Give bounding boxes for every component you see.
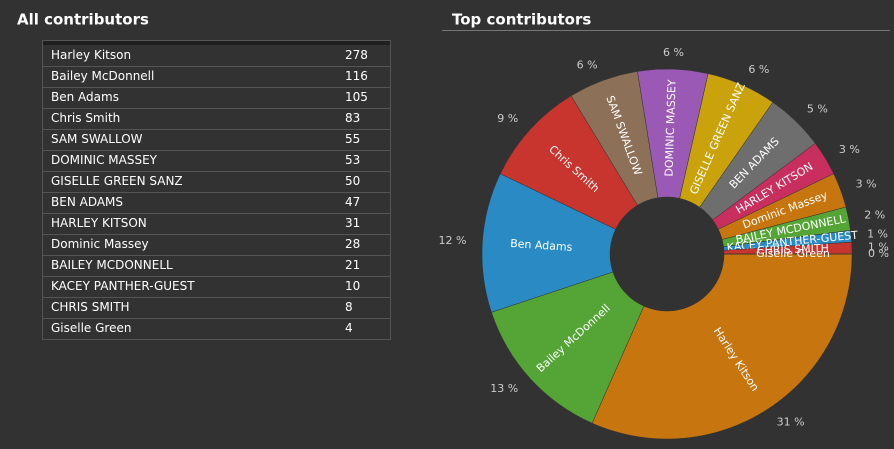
percent-label: 6 % [663,46,684,59]
cell-count: 28 [345,237,360,251]
cell-count: 53 [345,153,360,167]
percent-label: 13 % [490,382,518,395]
cell-count: 83 [345,111,360,125]
cell-count: 47 [345,195,360,209]
cell-name: DOMINIC MASSEY [51,153,158,167]
percent-label: 1 % [867,228,888,241]
percent-label: 6 % [577,58,598,71]
percent-label: 3 % [856,178,877,191]
cell-name: Harley Kitson [51,48,131,62]
cell-name: CHRIS SMITH [51,300,130,314]
cell-name: GISELLE GREEN SANZ [51,174,183,188]
slice [481,173,616,313]
cell-count: 55 [345,132,360,146]
cell-count: 105 [345,90,368,104]
slice-label: DOMINIC MASSEY [662,79,678,177]
table-border [42,40,391,340]
percent-label: 9 % [497,112,518,125]
percent-label: 31 % [777,415,805,428]
slice-label: Ben Adams [510,237,573,254]
cell-count: 21 [345,258,360,272]
slice [591,253,853,440]
cell-count: 10 [345,279,360,293]
table: Harley Kitson 278 Bailey McDonnell 116 Ben A… [42,40,391,340]
cell-name: Dominic Massey [51,237,149,251]
cell-name: HARLEY KITSON [51,216,147,230]
slice-label: CHRIS SMITH [757,242,829,257]
table-header [42,40,391,45]
slice [491,271,645,424]
percent-label: 3 % [839,143,860,156]
cell-name: SAM SWALLOW [51,132,143,146]
cell-count: 4 [345,321,353,335]
cell-count: 50 [345,174,360,188]
cell-count: 278 [345,48,368,62]
percent-label: 12 % [438,234,466,247]
percent-label: 6 % [748,63,769,76]
percent-label: 0 % [868,247,889,260]
percent-label: 1 % [868,241,889,254]
cell-name: Giselle Green [51,321,131,335]
cell-name: Bailey McDonnell [51,69,154,83]
cell-name: Ben Adams [51,90,119,104]
slice-label: Giselle Green [756,247,830,260]
cell-name: BAILEY MCDONNELL [51,258,173,272]
chart-title: Top contributors [452,11,591,29]
cell-count: 31 [345,216,360,230]
cell-name: KACEY PANTHER-GUEST [51,279,195,293]
cell-count: 116 [345,69,368,83]
cell-name: BEN ADAMS [51,195,123,209]
percent-label: 2 % [864,209,885,222]
table-title: All contributors [17,11,149,29]
cell-name: Chris Smith [51,111,120,125]
percent-label: 5 % [807,103,828,116]
cell-count: 8 [345,300,353,314]
